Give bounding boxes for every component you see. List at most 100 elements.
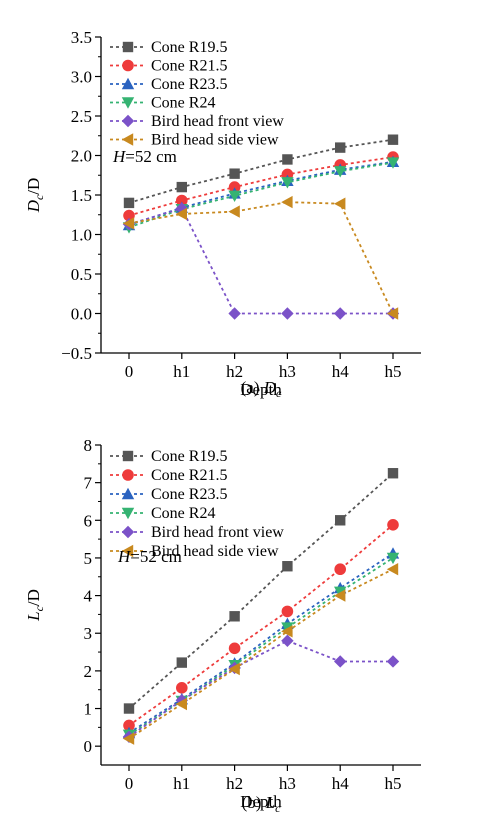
series-2 <box>123 519 399 732</box>
y-axis-title-var: D <box>24 199 43 213</box>
data-point <box>386 307 399 320</box>
y-tick-label: 5 <box>84 549 93 568</box>
x-tick-label: h2 <box>226 774 243 793</box>
data-point <box>282 561 293 572</box>
series-line <box>128 201 394 314</box>
legend-entry-label: Bird head front view <box>151 524 284 541</box>
y-tick-label: 1.5 <box>71 186 92 205</box>
series-5 <box>122 202 400 320</box>
legend-marker <box>122 469 134 481</box>
x-tick-label: h4 <box>332 774 350 793</box>
data-point <box>281 195 293 209</box>
data-point <box>176 194 188 207</box>
series-line <box>128 160 394 226</box>
panel-caption: (a) Dc <box>241 378 282 400</box>
y-tick-label: 0.0 <box>71 305 92 324</box>
data-point <box>386 552 400 565</box>
series-line <box>128 557 394 736</box>
data-point <box>228 662 240 676</box>
x-tick-label: h1 <box>173 362 190 381</box>
y-axis-title-var: L <box>24 611 43 621</box>
caption-sub: c <box>275 801 281 815</box>
data-point <box>123 197 135 209</box>
y-tick-label: 3 <box>84 624 93 643</box>
y-tick-label: 8 <box>84 436 93 455</box>
data-point <box>281 605 294 618</box>
data-point <box>229 611 240 622</box>
legend-marker <box>121 133 134 146</box>
legend-entry-label: Cone R21.5 <box>151 467 227 484</box>
legend-entry-label: Cone R24 <box>151 505 215 522</box>
legend: Cone R19.5 Cone R21.5 Cone R23.5 Cone R24 Bi… <box>110 448 284 560</box>
series-1 <box>123 468 399 714</box>
y-axis-title-sub: c <box>32 194 46 200</box>
data-point <box>228 205 240 218</box>
series-4 <box>122 157 400 234</box>
data-point <box>387 519 399 531</box>
x-axis-title: Depth <box>240 792 282 811</box>
data-point <box>176 181 187 193</box>
data-point <box>334 655 347 668</box>
legend-marker <box>122 41 134 53</box>
data-point <box>334 307 347 320</box>
data-point <box>228 181 241 193</box>
data-point <box>228 190 241 202</box>
data-point <box>122 732 135 745</box>
legend-entry-label: Bird head front view <box>151 113 284 130</box>
data-point <box>335 515 346 526</box>
y-axis-title-tail: /D <box>24 589 43 606</box>
annotation-text: =52 cm <box>130 547 182 566</box>
data-point <box>386 563 399 576</box>
y-tick-label: −0.5 <box>61 344 92 363</box>
panel-caption: (b) Lc <box>242 793 282 815</box>
series-line <box>128 639 393 738</box>
data-point <box>281 634 294 647</box>
data-point <box>334 197 346 210</box>
caption-prefix: (a) <box>241 378 264 397</box>
legend-entry-label: Bird head side view <box>151 543 279 560</box>
y-tick-label: 3.0 <box>71 68 92 87</box>
series-line <box>128 472 394 710</box>
data-point <box>229 168 240 179</box>
y-axis-title-tail: /D <box>24 178 43 195</box>
y-axis-title: Lc/D <box>24 589 46 622</box>
y-axis-title: Dc/D <box>24 178 46 214</box>
legend-entry-label: Cone R23.5 <box>151 486 227 503</box>
x-tick-label: h5 <box>385 774 402 793</box>
data-point <box>175 207 187 221</box>
data-point <box>282 154 293 165</box>
series-line <box>128 524 394 727</box>
annotation: H=52 cm <box>112 147 177 166</box>
x-tick-label: h2 <box>226 362 243 381</box>
legend-marker <box>121 525 135 539</box>
annotation: H=52 cm <box>117 547 182 566</box>
x-tick-label: h3 <box>279 774 296 793</box>
legend-marker <box>121 487 135 500</box>
legend-marker <box>121 544 134 558</box>
data-point <box>176 657 187 668</box>
annotation-var: H <box>112 147 127 166</box>
y-tick-label: 1.0 <box>71 226 92 245</box>
y-tick-label: 6 <box>84 511 93 530</box>
data-point <box>281 307 294 320</box>
series-line <box>128 568 394 740</box>
y-tick-label: 0.5 <box>71 265 92 284</box>
legend-marker <box>121 507 135 520</box>
data-point <box>175 697 187 711</box>
y-tick-label: 2.0 <box>71 147 92 166</box>
y-axis-title-sub: c <box>32 605 46 611</box>
data-point <box>334 166 347 178</box>
legend-marker <box>121 77 135 90</box>
data-point <box>176 682 188 694</box>
data-point <box>386 157 400 169</box>
y-tick-label: 7 <box>84 474 93 493</box>
data-point <box>386 655 400 668</box>
x-tick-label: h4 <box>332 362 350 381</box>
x-tick-label: h1 <box>173 774 190 793</box>
series-1 <box>123 134 399 209</box>
y-tick-label: 4 <box>84 587 93 606</box>
legend-entry-label: Cone R21.5 <box>151 58 227 75</box>
series-3 <box>122 547 400 739</box>
